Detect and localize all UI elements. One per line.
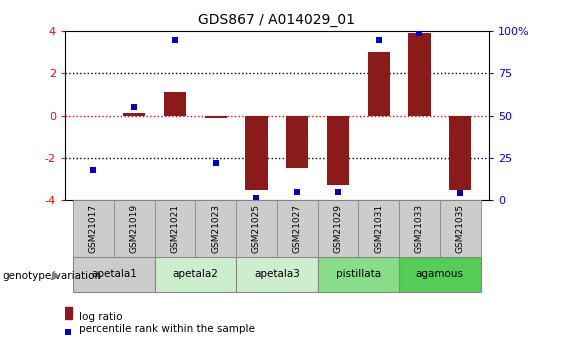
Point [293,189,302,194]
Point [89,167,98,172]
Text: percentile rank within the sample: percentile rank within the sample [79,325,255,334]
FancyBboxPatch shape [440,200,481,257]
Title: GDS867 / A014029_01: GDS867 / A014029_01 [198,13,355,27]
Text: GSM21017: GSM21017 [89,204,98,253]
Text: GSM21025: GSM21025 [252,204,261,253]
Text: GSM21021: GSM21021 [171,204,180,253]
Point [374,37,383,42]
Text: GSM21035: GSM21035 [456,204,464,253]
Point [252,196,261,201]
Bar [205,116,227,118]
FancyBboxPatch shape [195,200,236,257]
Text: GSM21033: GSM21033 [415,204,424,253]
FancyBboxPatch shape [318,200,358,257]
Text: genotype/variation: genotype/variation [3,271,102,281]
Bar [408,33,431,116]
Text: pistillata: pistillata [336,269,381,279]
Bar [123,114,145,116]
Point [64,329,73,335]
Bar [65,307,72,319]
Text: apetala3: apetala3 [254,269,300,279]
Point [171,37,180,42]
FancyBboxPatch shape [236,200,277,257]
Bar [367,52,390,116]
Bar [327,116,349,185]
Text: GSM21019: GSM21019 [130,204,139,253]
Bar [449,116,471,189]
Point [456,190,465,196]
FancyBboxPatch shape [236,257,318,292]
Bar [286,116,308,168]
FancyBboxPatch shape [277,200,318,257]
Point [415,30,424,36]
Point [333,189,342,194]
Point [130,104,139,110]
FancyBboxPatch shape [399,200,440,257]
FancyBboxPatch shape [73,257,155,292]
FancyBboxPatch shape [155,200,195,257]
Text: apetala2: apetala2 [172,269,218,279]
Text: agamous: agamous [416,269,464,279]
Text: GSM21023: GSM21023 [211,204,220,253]
FancyBboxPatch shape [114,200,155,257]
Bar [245,116,268,189]
Point [211,160,220,166]
FancyBboxPatch shape [73,200,114,257]
Text: ▶: ▶ [52,271,60,281]
Text: GSM21029: GSM21029 [333,204,342,253]
Text: GSM21031: GSM21031 [374,204,383,253]
Text: log ratio: log ratio [79,312,123,322]
Text: GSM21027: GSM21027 [293,204,302,253]
Bar [164,92,186,116]
FancyBboxPatch shape [318,257,399,292]
FancyBboxPatch shape [358,200,399,257]
FancyBboxPatch shape [155,257,236,292]
Text: apetala1: apetala1 [91,269,137,279]
FancyBboxPatch shape [399,257,481,292]
